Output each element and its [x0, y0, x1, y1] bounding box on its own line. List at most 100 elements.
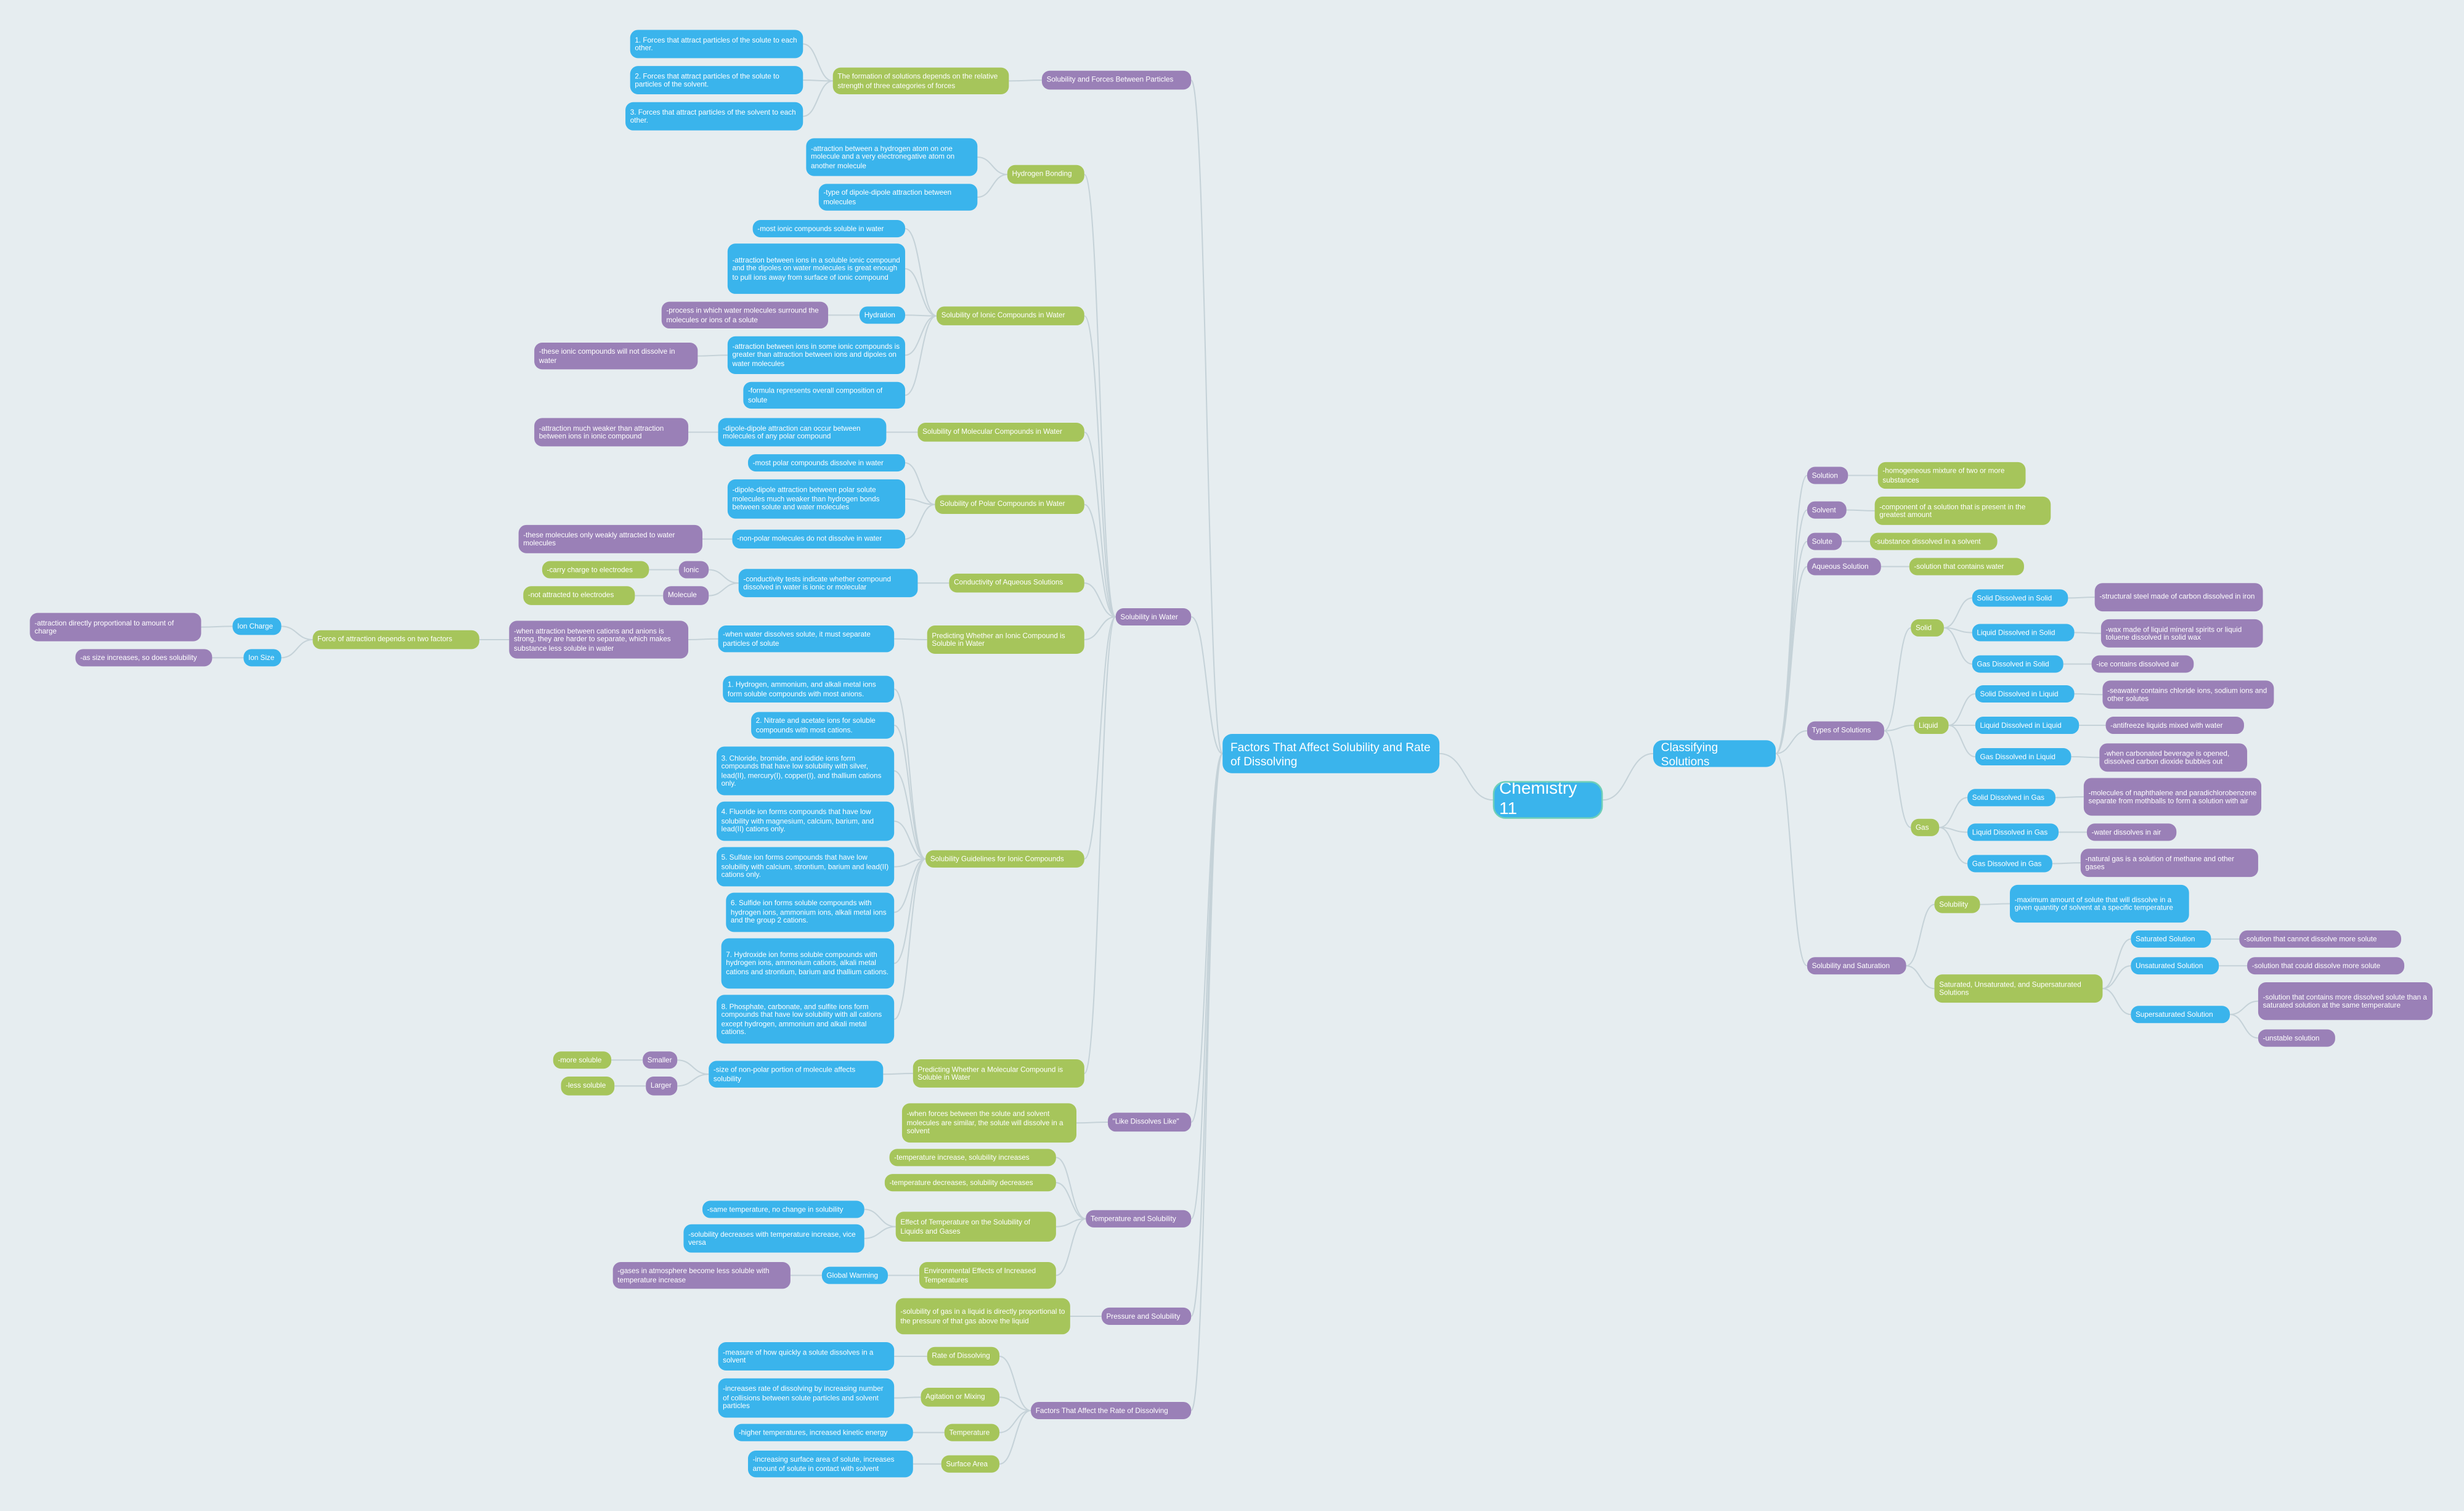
- connector: [1190, 79, 1224, 754]
- node: -type of dipole-dipole attraction betwee…: [818, 184, 978, 211]
- connector: [697, 354, 728, 357]
- node: Gas Dissolved in Liquid: [1975, 747, 2072, 766]
- node: Ionic: [678, 561, 709, 579]
- connector: [281, 638, 313, 659]
- node: Gas Dissolved in Gas: [1967, 855, 2052, 873]
- node: 4. Fluoride ion forms compounds that hav…: [716, 801, 895, 841]
- node: Gas: [1911, 818, 1940, 836]
- connector: [201, 625, 233, 628]
- connector: [803, 43, 833, 82]
- connector: [1884, 730, 1911, 828]
- connector: [1943, 627, 1972, 665]
- node: Factors That Affect Solubility and Rate …: [1222, 734, 1440, 773]
- node: -molecules of naphthalene and paradichlo…: [2083, 778, 2262, 816]
- node: -increasing surface area of solute, incr…: [747, 1451, 913, 1478]
- node: -attraction directly proportional to amo…: [30, 613, 201, 641]
- connector: [1190, 752, 1224, 1220]
- connector: [977, 174, 1007, 198]
- node: 5. Sulfate ion forms compounds that have…: [716, 847, 895, 887]
- node: -attraction between ions in a soluble io…: [727, 243, 906, 294]
- node: -antifreeze liquids mixed with water: [2105, 716, 2244, 735]
- connector: [803, 80, 833, 117]
- node: Smaller: [643, 1051, 678, 1069]
- node: Pressure and Solubility: [1101, 1307, 1192, 1325]
- connector: [2102, 938, 2131, 990]
- node: Predicting Whether an Ionic Compound is …: [927, 625, 1084, 654]
- connector: [803, 79, 833, 82]
- connector: [1439, 752, 1493, 801]
- connector: [677, 1073, 709, 1087]
- node: Effect of Temperature on the Solubility …: [895, 1212, 1056, 1242]
- node: Aqueous Solution: [1807, 558, 1881, 576]
- connector: [1055, 1157, 1086, 1220]
- connector: [1906, 965, 1935, 990]
- connector: [893, 858, 926, 913]
- connector: [1083, 315, 1116, 618]
- connector: [893, 724, 926, 860]
- node: Saturated Solution: [2131, 930, 2211, 948]
- connector: [905, 503, 935, 540]
- node: -size of non-polar portion of molecule a…: [709, 1061, 884, 1088]
- connector: [864, 1208, 896, 1228]
- connector: [905, 314, 937, 317]
- connector: [1884, 724, 1914, 731]
- node: Solubility: [1934, 895, 1980, 913]
- connector: [1084, 616, 1116, 641]
- connector: [1190, 616, 1223, 754]
- node: -solution that contains more dissolved s…: [2258, 982, 2433, 1020]
- node: -formula represents overall composition …: [743, 381, 906, 409]
- node: -most polar compounds dissolve in water: [747, 454, 906, 472]
- node: -non-polar molecules do not dissolve in …: [732, 529, 906, 549]
- connector: [1775, 730, 1808, 754]
- node: 7. Hydroxide ion forms soluble compounds…: [721, 938, 895, 989]
- connector: [2102, 988, 2131, 1016]
- node: -more soluble: [553, 1051, 612, 1069]
- node: Supersaturated Solution: [2131, 1006, 2230, 1024]
- connector: [893, 858, 926, 964]
- node: Global Warming: [821, 1266, 888, 1284]
- node: -dipole-dipole attraction can occur betw…: [718, 418, 887, 447]
- connector: [977, 157, 1007, 176]
- node: -same temperature, no change in solubili…: [702, 1200, 864, 1218]
- node: Environmental Effects of Increased Tempe…: [919, 1261, 1056, 1289]
- connector: [1190, 752, 1224, 1123]
- connector: [2229, 1014, 2259, 1039]
- connector: [2229, 1000, 2258, 1016]
- connector: [1190, 752, 1224, 1317]
- node: Classifying Solutions: [1653, 740, 1776, 767]
- connector: [1055, 1218, 1086, 1228]
- connector: [1190, 752, 1224, 1412]
- node: Liquid Dissolved in Solid: [1972, 624, 2075, 641]
- connector: [894, 638, 927, 641]
- connector: [1009, 79, 1042, 82]
- node: -process in which water molecules surrou…: [661, 301, 829, 329]
- node: -solution that contains water: [1909, 558, 2024, 576]
- node: Ion Size: [243, 649, 282, 667]
- node: -homogeneous mixture of two or more subs…: [1877, 462, 2026, 489]
- connector: [2068, 597, 2095, 599]
- connector: [1775, 566, 1808, 754]
- node: -structural steel made of carbon dissolv…: [2094, 583, 2263, 612]
- node: Temperature and Solubility: [1086, 1210, 1192, 1228]
- connector: [1083, 616, 1116, 1074]
- connector: [1980, 903, 2010, 905]
- node: 2. Forces that attract particles of the …: [630, 66, 803, 95]
- connector: [893, 858, 926, 1020]
- connector: [999, 1409, 1031, 1433]
- node: -solubility of gas in a liquid is direct…: [895, 1298, 1070, 1335]
- node: Saturated, Unsaturated, and Supersaturat…: [1934, 974, 2103, 1003]
- connector: [1775, 752, 1808, 967]
- connector: [1906, 903, 1935, 967]
- node: Types of Solutions: [1807, 721, 1884, 741]
- connector: [864, 1226, 896, 1239]
- node: Solute: [1807, 532, 1842, 550]
- node: Conductivity of Aqueous Solutions: [949, 573, 1084, 593]
- node: Solubility and Forces Between Particles: [1041, 70, 1192, 90]
- connector: [1846, 509, 1875, 511]
- connector: [1055, 1182, 1086, 1220]
- node: -temperature decreases, solubility decre…: [884, 1174, 1056, 1192]
- connector: [894, 1396, 921, 1399]
- connector: [1083, 174, 1116, 618]
- node: Solution: [1807, 466, 1848, 484]
